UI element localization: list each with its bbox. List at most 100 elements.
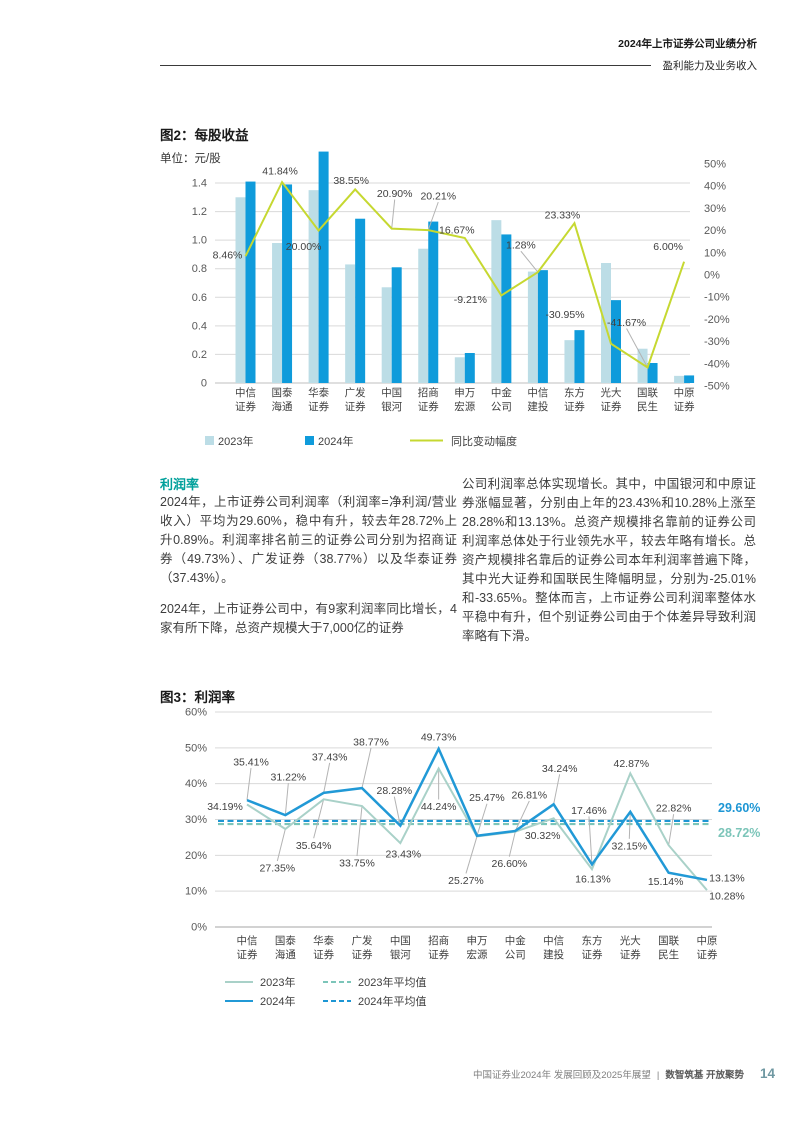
y-axis-tick: 50% — [185, 742, 207, 754]
series-line-2024 — [246, 745, 708, 882]
left-axis-tick: 0.8 — [192, 263, 207, 275]
label-leader-line — [553, 774, 561, 805]
point-data-label: 27.35% — [260, 862, 296, 874]
body-text-right-column: 公司利润率总体实现增长。其中，中国银河和中原证券涨幅显著，分别由上年的23.43… — [462, 475, 756, 658]
label-leader-line — [628, 811, 631, 839]
x-axis-label: 国联 — [637, 387, 658, 399]
change-data-label: 8.46% — [213, 250, 243, 262]
bar-2023 — [491, 220, 502, 383]
label-leader-line — [246, 768, 252, 801]
x-axis-label: 证券 — [564, 400, 585, 413]
x-axis-label: 中原 — [696, 934, 717, 947]
x-axis-label: 建投 — [527, 400, 548, 413]
average-label-2024: 29.60% — [718, 801, 760, 815]
change-data-label: -9.21% — [454, 294, 487, 306]
point-data-label: 23.43% — [386, 849, 422, 861]
point-data-label: 31.22% — [271, 772, 307, 784]
change-data-label: 1.28% — [506, 240, 536, 252]
y-axis-tick: 10% — [185, 886, 207, 898]
change-data-label: -41.67% — [607, 317, 646, 329]
change-data-label: -30.95% — [545, 309, 584, 321]
figure2-unit-label: 单位：元/股 — [160, 153, 221, 165]
x-axis-label: 海通 — [272, 400, 293, 413]
point-data-label: 10.28% — [709, 891, 745, 903]
point-data-label: 26.81% — [511, 789, 547, 801]
label-leader-line — [427, 201, 439, 231]
x-axis-label: 证券 — [237, 948, 258, 961]
x-axis-label: 中金 — [491, 386, 512, 399]
point-data-label: 34.19% — [207, 801, 243, 813]
x-axis-label: 海通 — [275, 948, 296, 961]
legend-label: 2024年 — [260, 994, 295, 1008]
label-leader-line — [508, 831, 516, 857]
x-axis-label: 中国 — [381, 386, 402, 399]
legend-swatch-2024 — [305, 436, 314, 445]
left-axis-tick: 0.6 — [192, 292, 207, 304]
x-axis-label: 华泰 — [313, 934, 334, 947]
point-data-label: 22.82% — [656, 803, 692, 815]
x-axis-label: 招商 — [428, 934, 449, 947]
y-axis-tick: 20% — [185, 850, 207, 862]
paragraph: 2024年，上市证券公司中，有9家利润率同比增长，4家有所下降，总资产规模大于7… — [160, 602, 457, 635]
bar-2023 — [272, 243, 283, 383]
legend-label-2023: 2023年 — [218, 434, 253, 448]
x-axis-label: 光大 — [620, 934, 641, 947]
y-axis-tick: 60% — [185, 707, 207, 719]
point-data-label: 34.24% — [542, 763, 578, 775]
point-data-label: 35.41% — [233, 757, 269, 769]
header-title: 2024年上市证券公司业绩分析 — [618, 38, 757, 50]
x-axis-label: 银河 — [381, 400, 402, 413]
x-axis-label: 宏源 — [466, 948, 487, 961]
bar-2023 — [564, 340, 575, 383]
x-axis-label: 国联 — [658, 935, 679, 947]
label-leader-line — [284, 783, 289, 816]
page-number: 14 — [759, 1066, 775, 1081]
bar-2024 — [537, 270, 548, 383]
bar-2024 — [428, 221, 439, 383]
label-leader-line — [668, 814, 675, 846]
eps-bar-chart: 1.4 1.2 1.0 0.8 0.6 0.4 0.2 0 50% 40% 30% 20% 10% 0% -… — [192, 151, 730, 448]
left-axis-tick: 0.2 — [192, 349, 207, 361]
bar-2023 — [674, 375, 685, 383]
bar-2024 — [355, 218, 366, 383]
change-data-label: 23.33% — [545, 210, 581, 222]
bar-2023 — [235, 197, 246, 383]
x-axis-label: 公司 — [505, 949, 526, 961]
footer-slogan: 数智筑基 开放聚势 — [665, 1070, 744, 1081]
header-rule-row: 盈利能力及业务收入 — [160, 58, 757, 73]
change-data-label: 6.00% — [653, 241, 683, 253]
figure2-title: 图2：每股收益 — [160, 128, 249, 143]
x-axis-label: 中原 — [674, 386, 695, 399]
label-leader-line — [361, 747, 372, 789]
bar-2023 — [308, 190, 319, 383]
bar-2024 — [318, 151, 329, 383]
y-axis-tick: 40% — [185, 778, 207, 790]
y-axis-tick: 0% — [191, 922, 207, 934]
label-leader-line — [465, 836, 478, 874]
x-axis-label: 证券 — [235, 400, 256, 413]
label-leader-line — [514, 800, 530, 832]
label-leader-line — [520, 250, 539, 273]
paragraph: 公司利润率总体实现增长。其中，中国银河和中原证券涨幅显著，分别由上年的23.43… — [462, 477, 756, 643]
x-axis-label: 证券 — [313, 948, 334, 961]
x-axis-label: 证券 — [696, 948, 717, 961]
label-leader-line — [356, 806, 363, 857]
section-heading: 利润率 — [160, 477, 200, 492]
x-axis-label: 申万 — [454, 386, 475, 399]
right-axis-tick: 0% — [704, 270, 720, 282]
legend-label-change: 同比变动幅度 — [451, 434, 517, 448]
change-data-label: 16.67% — [439, 224, 475, 236]
header-rule — [160, 65, 651, 66]
point-data-label: 30.32% — [525, 830, 561, 842]
label-leader-line — [276, 828, 286, 862]
label-leader-line — [626, 328, 648, 368]
label-leader-line — [391, 199, 396, 229]
bar-2024 — [464, 353, 475, 383]
x-axis-label: 国泰 — [275, 934, 296, 947]
bar-2024 — [282, 184, 293, 383]
point-data-label: 17.46% — [571, 805, 607, 817]
x-axis-label: 广发 — [351, 934, 372, 947]
bar-2024 — [647, 363, 658, 383]
bar-2024 — [611, 300, 621, 383]
